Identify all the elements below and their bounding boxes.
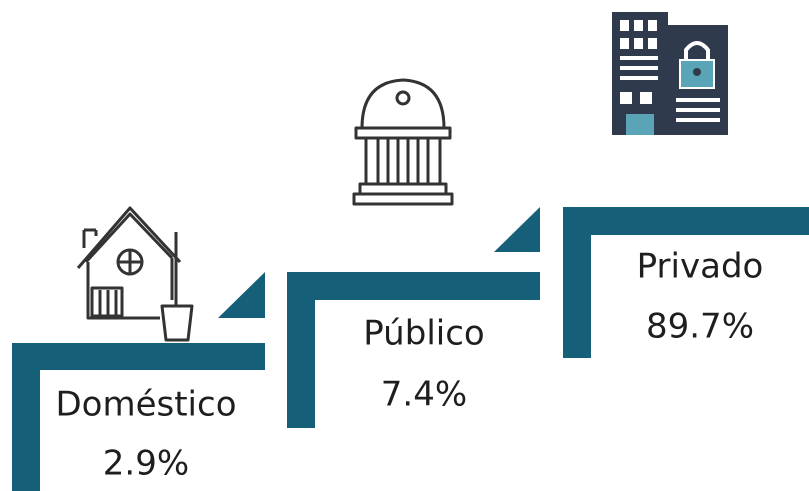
government-icon: [352, 78, 454, 206]
house-icon: [76, 206, 194, 342]
step-label: Privado: [637, 247, 764, 287]
step-arrow: [218, 272, 265, 318]
step-label: Público: [363, 314, 484, 354]
step-domestico: [12, 343, 265, 491]
step-value: 7.4%: [381, 375, 467, 415]
step-shapes: [12, 207, 809, 491]
private-building-icon: [612, 12, 728, 135]
step-value: 2.9%: [103, 444, 189, 484]
step-publico: [287, 272, 540, 428]
step-value: 89.7%: [646, 307, 754, 347]
step-label: Doméstico: [55, 385, 236, 425]
step-privado: [563, 207, 809, 358]
step-arrow: [494, 207, 540, 252]
